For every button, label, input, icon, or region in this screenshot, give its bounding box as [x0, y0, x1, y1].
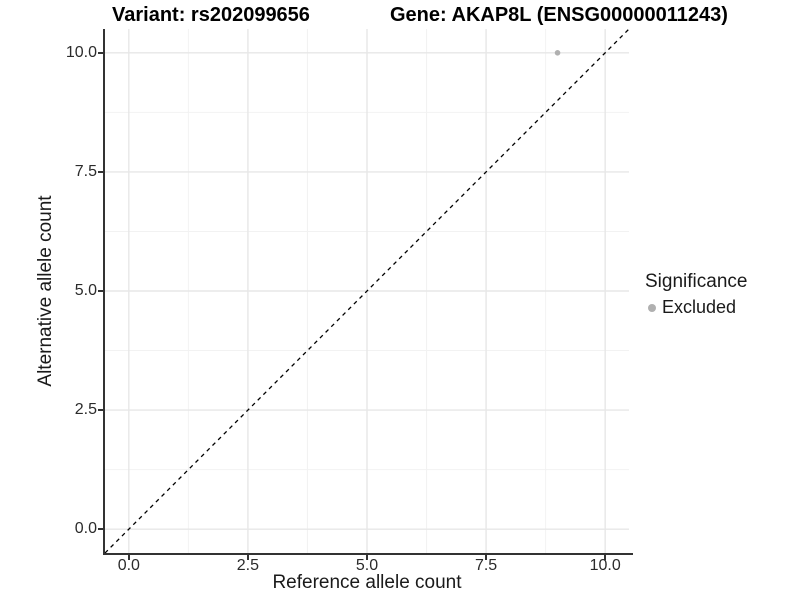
y-tick-mark — [98, 51, 103, 54]
y-tick-label: 10.0 — [65, 43, 97, 61]
x-tick-label: 2.5 — [236, 557, 260, 574]
plot-title-variant: Variant: rs202099656 — [112, 4, 310, 26]
y-tick-label: 0.0 — [74, 520, 97, 538]
legend-item-label: Excluded — [662, 297, 737, 317]
x-tick-label: 7.5 — [474, 557, 498, 574]
plot-title-gene: Gene: AKAP8L (ENSG00000011243) — [390, 4, 728, 26]
y-tick-mark — [98, 170, 103, 173]
y-tick-mark — [98, 290, 103, 292]
x-tick-label: 10.0 — [589, 557, 621, 574]
x-tick-label: 0.0 — [117, 557, 140, 574]
data-point — [554, 50, 561, 56]
y-tick-mark — [98, 409, 103, 412]
y-tick-label: 7.5 — [74, 162, 97, 180]
x-tick-mark — [246, 555, 249, 560]
y-tick-label: 5.0 — [74, 282, 97, 299]
x-axis-line — [103, 553, 633, 555]
x-tick-label: 5.0 — [355, 557, 379, 574]
x-tick-mark — [127, 555, 130, 560]
y-tick-mark — [98, 528, 103, 531]
legend-item-excluded: Excluded — [645, 297, 747, 318]
legend: Significance Excluded — [645, 271, 747, 318]
x-axis-title: Reference allele count — [272, 572, 462, 593]
plot-panel — [105, 29, 629, 553]
x-tick-mark — [366, 555, 368, 560]
y-axis-line — [103, 29, 105, 555]
excluded-point-icon — [648, 303, 656, 312]
x-tick-mark — [485, 555, 488, 560]
legend-title: Significance — [645, 271, 748, 292]
y-tick-label: 2.5 — [74, 401, 97, 419]
x-tick-mark — [604, 555, 607, 560]
identity-line — [105, 29, 629, 553]
